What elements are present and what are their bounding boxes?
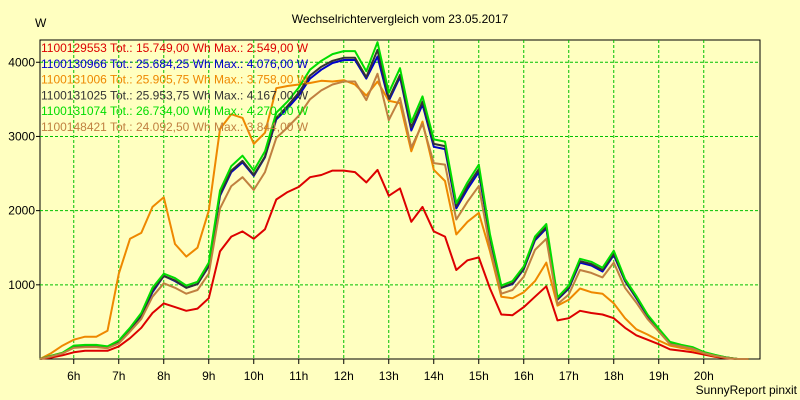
legend-entry-1100130966: 1100130966 Tot.: 25.684,25 Wh Max.: 4.07… <box>41 57 309 71</box>
series-line-1100148421 <box>39 72 749 360</box>
x-tick-label: 15h <box>469 369 489 383</box>
x-tick-label: 18h <box>604 369 624 383</box>
y-axis-label: W <box>35 16 47 30</box>
series-line-1100131074 <box>39 41 749 360</box>
footer-credit: SunnyReport pinxit <box>696 383 798 397</box>
x-tick-label: 6h <box>67 369 80 383</box>
x-tick-label: 19h <box>649 369 669 383</box>
legend-entry-1100131025: 1100131025 Tot.: 25.953,75 Wh Max.: 4.16… <box>41 88 309 102</box>
x-tick-label: 17h <box>559 369 579 383</box>
y-tick-label: 1000 <box>8 278 35 292</box>
chart-title: Wechselrichtervergleich vom 23.05.2017 <box>292 12 509 26</box>
y-tick-label: 3000 <box>8 129 35 143</box>
legend-entry-1100131006: 1100131006 Tot.: 25.905,75 Wh Max.: 3.75… <box>41 73 309 87</box>
x-tick-label: 11h <box>289 369 308 383</box>
x-tick-label: 12h <box>334 369 354 383</box>
x-tick-label: 8h <box>157 369 170 383</box>
x-tick-label: 16h <box>514 369 534 383</box>
y-tick-label: 2000 <box>8 204 35 218</box>
series-line-1100129553 <box>39 168 749 360</box>
series-line-1100131006 <box>39 79 749 360</box>
y-tick-label: 4000 <box>8 55 35 69</box>
legend-entry-1100148421: 1100148421 Tot.: 24.092,50 Wh Max.: 3.84… <box>41 120 309 134</box>
x-tick-label: 20h <box>694 369 714 383</box>
x-tick-label: 13h <box>379 369 399 383</box>
legend-entry-1100129553: 1100129553 Tot.: 15.749,00 Wh Max.: 2.54… <box>41 41 309 55</box>
x-tick-label: 10h <box>244 369 264 383</box>
x-tick-label: 9h <box>202 369 215 383</box>
x-tick-label: 7h <box>112 369 125 383</box>
legend-entry-1100131074: 1100131074 Tot.: 26.734,00 Wh Max.: 4.27… <box>41 104 309 118</box>
x-tick-label: 14h <box>424 369 444 383</box>
